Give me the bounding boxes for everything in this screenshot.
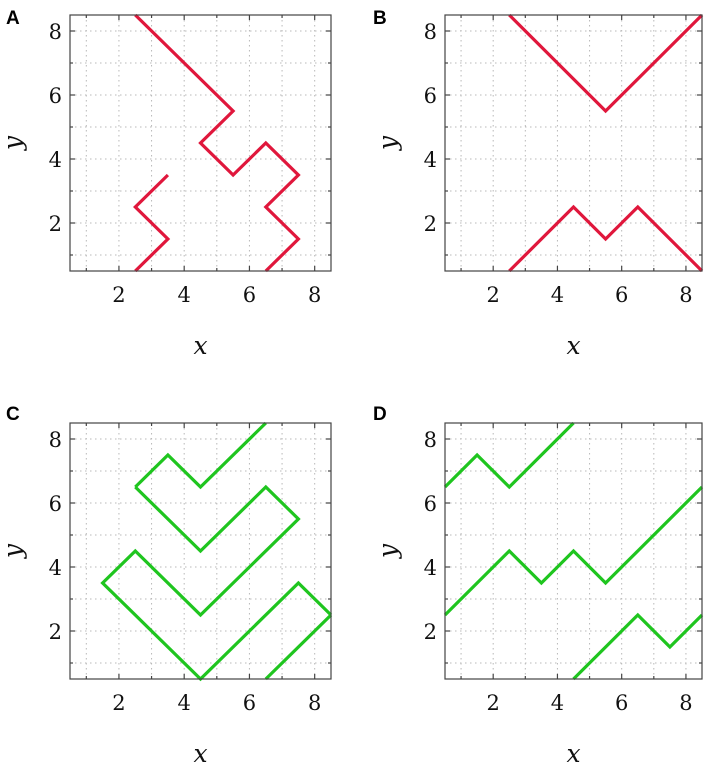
panel-letter-a: A — [6, 8, 20, 29]
x-tick-label: 8 — [308, 691, 321, 715]
panel-c: C 2 4 6 8 2 4 6 8 x y — [0, 404, 333, 762]
x-axis-label: x — [566, 739, 580, 762]
y-tick-label: 6 — [424, 492, 437, 516]
series-line-c-1 — [134, 421, 267, 490]
x-axis-label: x — [193, 331, 207, 360]
panel-a: A 2 4 6 8 2 4 6 8 x y — [0, 8, 332, 360]
x-tick-label: 8 — [679, 691, 692, 715]
panel-letter-d: D — [373, 404, 387, 425]
x-tick-label: 4 — [178, 283, 191, 307]
y-tick-label: 4 — [424, 148, 437, 172]
plot-frame — [444, 422, 703, 680]
x-tick-label: 4 — [178, 691, 191, 715]
y-tick-label: 8 — [424, 20, 437, 44]
series-line-d-2 — [443, 485, 704, 617]
x-tick-label: 8 — [679, 283, 692, 307]
plot-frame — [69, 14, 332, 272]
y-tick-label: 2 — [49, 620, 62, 644]
plot-frame — [69, 422, 332, 680]
x-tick-label: 2 — [112, 691, 125, 715]
y-tick-label: 6 — [424, 84, 437, 108]
x-axis-label: x — [193, 739, 207, 762]
y-axis-label: y — [0, 135, 27, 151]
y-tick-label: 4 — [424, 556, 437, 580]
plot-frame — [444, 14, 703, 272]
x-tick-label: 2 — [487, 691, 500, 715]
series-line-c-3 — [264, 613, 333, 681]
x-tick-label: 4 — [551, 691, 564, 715]
y-tick-label: 8 — [424, 428, 437, 452]
x-axis-label: x — [566, 331, 580, 360]
panel-letter-b: B — [373, 8, 387, 29]
x-tick-label: 6 — [615, 283, 628, 307]
series-line-b-1 — [508, 13, 704, 114]
x-tick-label: 6 — [615, 691, 628, 715]
y-tick-label: 6 — [49, 492, 62, 516]
x-tick-label: 6 — [243, 283, 256, 307]
series-line-b-2 — [508, 204, 704, 273]
y-axis-label: y — [373, 135, 402, 151]
panel-d: D 2 4 6 8 2 4 6 8 x y — [373, 404, 704, 762]
y-tick-label: 2 — [424, 212, 437, 236]
y-tick-label: 6 — [49, 84, 62, 108]
y-tick-label: 8 — [49, 428, 62, 452]
series-line-c-2 — [100, 484, 333, 682]
panel-b: B 2 4 6 8 2 4 6 8 x y — [373, 8, 704, 360]
y-tick-label: 4 — [49, 148, 62, 172]
y-tick-label: 8 — [49, 20, 62, 44]
x-tick-label: 8 — [308, 283, 321, 307]
x-tick-label: 2 — [112, 283, 125, 307]
y-tick-label: 2 — [424, 620, 437, 644]
series-line-d-1 — [443, 421, 575, 490]
series-line-a-2 — [133, 173, 171, 273]
y-tick-label: 2 — [49, 212, 62, 236]
x-tick-label: 6 — [243, 691, 256, 715]
y-axis-label: y — [373, 543, 402, 559]
series-line-a-1 — [134, 13, 301, 273]
y-tick-label: 4 — [49, 556, 62, 580]
panel-letter-c: C — [6, 404, 20, 425]
x-tick-label: 4 — [551, 283, 564, 307]
series-line-d-3 — [572, 612, 704, 681]
y-axis-label: y — [0, 543, 27, 559]
x-tick-label: 2 — [487, 283, 500, 307]
